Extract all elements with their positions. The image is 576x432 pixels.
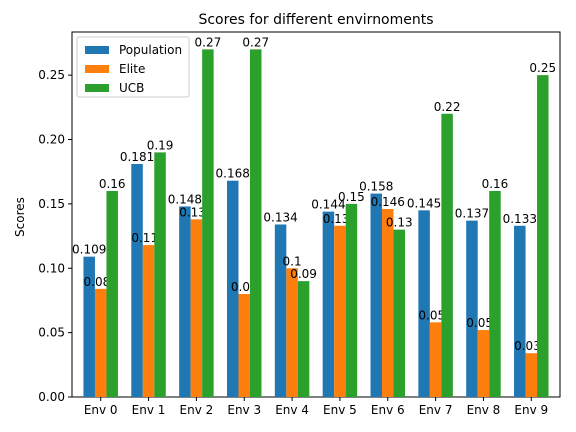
bar-population: [466, 220, 478, 397]
x-tick-label: Env 3: [227, 403, 261, 417]
chart-title: Scores for different envirnoments: [198, 12, 433, 28]
legend-label: Population: [119, 43, 182, 57]
x-tick-label: Env 9: [514, 403, 548, 417]
data-label: 0.22: [434, 100, 461, 114]
bar-elite: [94, 288, 107, 397]
data-label: 0.09: [290, 267, 317, 281]
data-label: 0.16: [482, 177, 509, 191]
legend-label: UCB: [119, 81, 144, 95]
data-label: 0.145: [407, 196, 441, 210]
data-label: 0.144: [311, 198, 345, 212]
y-tick-label: 0.05: [38, 326, 65, 340]
bar-ucb: [489, 191, 501, 397]
data-label: 0.1: [283, 254, 302, 268]
bar-ucb: [393, 229, 406, 397]
data-label: 0.27: [242, 35, 269, 49]
bar-ucb: [297, 281, 310, 397]
legend-swatch: [85, 65, 109, 73]
data-label: 0.13: [386, 216, 413, 230]
legend-label: Elite: [119, 62, 145, 76]
y-tick-label: 0.20: [38, 133, 65, 147]
legend-swatch: [85, 46, 109, 54]
bar-population: [83, 256, 95, 397]
bar-ucb: [106, 191, 118, 397]
data-label: 0.181: [120, 150, 154, 164]
data-label: 0.16: [99, 177, 126, 191]
bar-elite: [238, 294, 250, 397]
bar-elite: [477, 330, 490, 397]
bar-population: [418, 210, 430, 397]
bar-ucb: [202, 49, 214, 397]
x-tick-label: Env 8: [467, 403, 501, 417]
y-tick-label: 0.15: [38, 197, 65, 211]
x-tick-label: Env 7: [419, 403, 453, 417]
data-label: 0.133: [503, 212, 537, 226]
data-label: 0.15: [338, 190, 365, 204]
bar-ucb: [441, 113, 453, 397]
data-label: 0.134: [263, 210, 297, 224]
bar-population: [274, 224, 287, 397]
bar-ucb: [345, 203, 358, 397]
y-tick-label: 0.00: [38, 390, 65, 404]
data-label: 0.146: [371, 195, 405, 209]
bar-elite: [525, 353, 538, 397]
data-label: 0.109: [72, 243, 106, 257]
bar-population: [514, 225, 526, 397]
data-label: 0.148: [168, 192, 202, 206]
x-tick-label: Env 1: [132, 403, 166, 417]
bar-elite: [142, 245, 155, 397]
y-tick-label: 0.10: [38, 261, 65, 275]
bar-elite: [190, 219, 203, 397]
y-axis-label: Scores: [13, 197, 27, 237]
data-label: 0.168: [216, 167, 250, 181]
bar-population: [226, 180, 239, 397]
bar-ucb: [249, 49, 262, 397]
x-tick-label: Env 5: [323, 403, 357, 417]
legend: Population Elite UCB: [76, 36, 190, 98]
data-label: 0.27: [195, 35, 222, 49]
bar-elite: [382, 209, 394, 397]
x-tick-label: Env 2: [180, 403, 214, 417]
bar-population: [322, 211, 335, 397]
data-label: 0.137: [455, 207, 489, 221]
bar-elite: [286, 268, 298, 397]
legend-swatch: [85, 84, 109, 92]
bar-population: [370, 193, 383, 397]
data-label: 0.25: [529, 61, 556, 75]
bar-elite: [334, 225, 346, 397]
x-tick-label: Env 4: [275, 403, 309, 417]
bar-ucb: [154, 152, 166, 397]
bar-elite: [429, 322, 442, 397]
plot-frame: [71, 31, 561, 398]
x-tick-label: Env 6: [371, 403, 405, 417]
bar-population: [131, 163, 143, 397]
data-label: 0.19: [147, 138, 174, 152]
data-label: 0.158: [359, 180, 393, 194]
y-tick-label: 0.25: [38, 68, 65, 82]
bar-population: [179, 206, 191, 397]
bar-ucb: [537, 75, 549, 398]
x-tick-label: Env 0: [84, 403, 118, 417]
